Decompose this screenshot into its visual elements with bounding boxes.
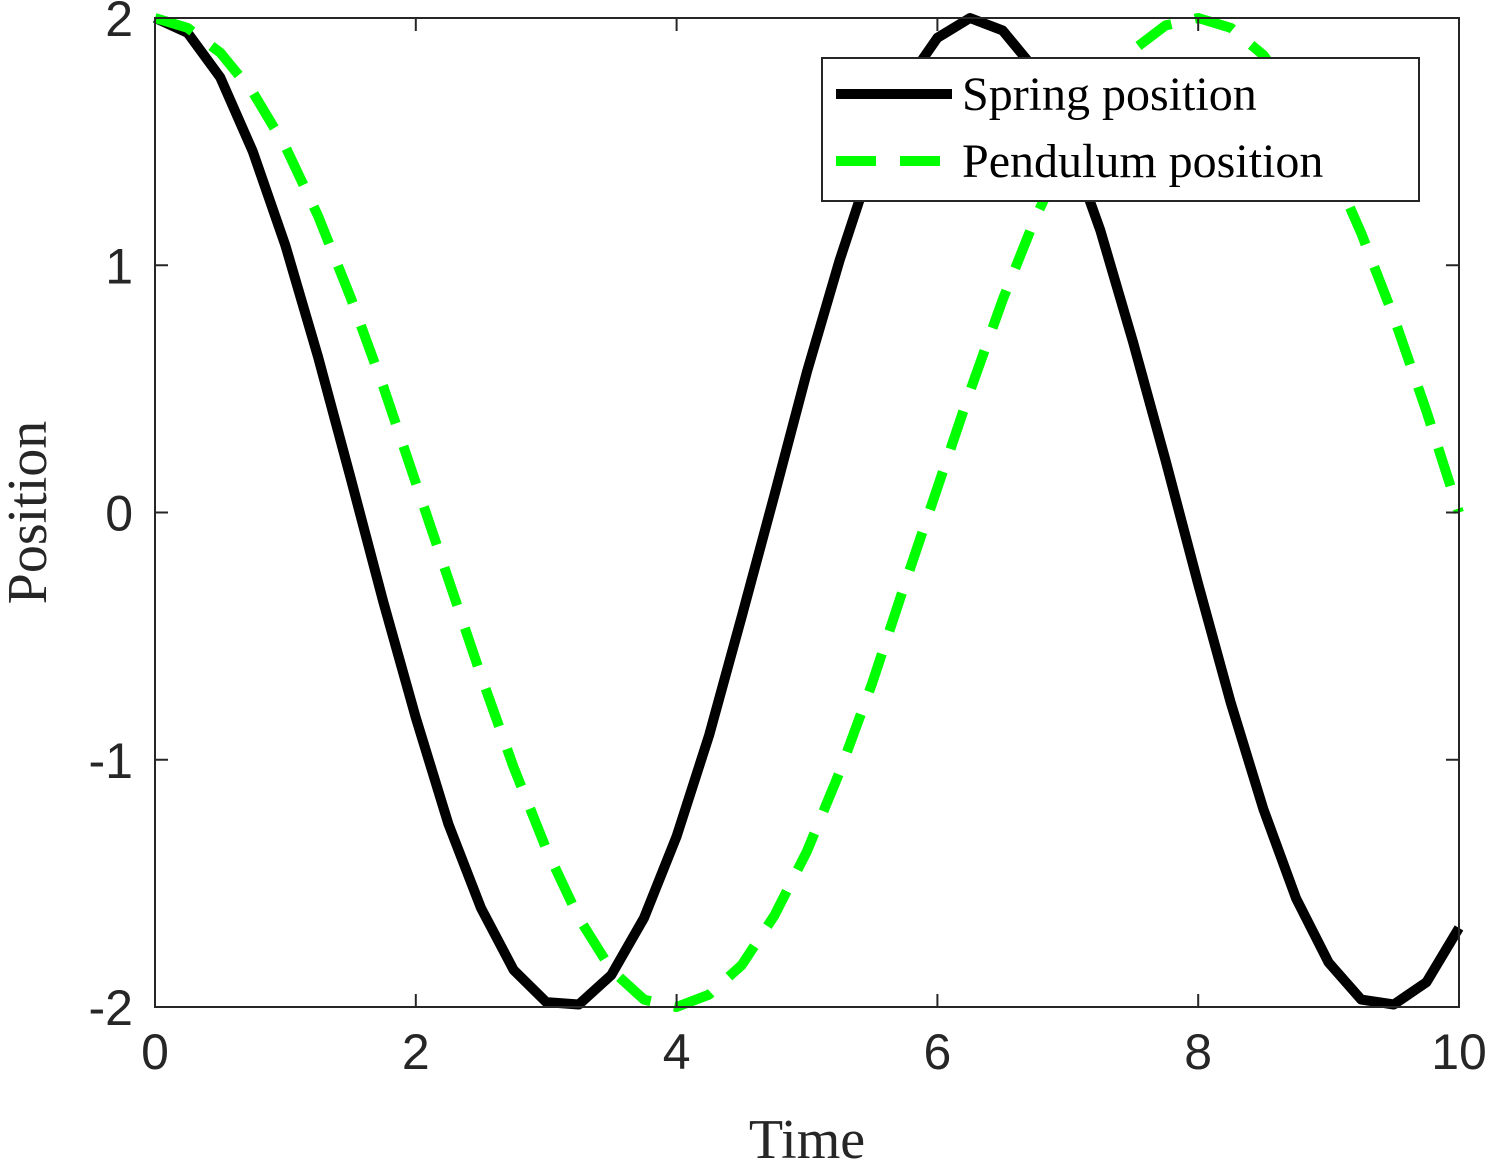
x-tick-label: 6 <box>923 1024 951 1080</box>
legend-box <box>821 57 1420 202</box>
axes-layer: 0 2 4 6 8 10 -2 -1 0 1 2 <box>89 0 1487 1080</box>
x-tick-label: 2 <box>402 1024 430 1080</box>
y-axis-title: Position <box>0 421 59 605</box>
y-tick-label: 1 <box>105 238 133 294</box>
legend: Spring position Pendulum position <box>821 57 1420 202</box>
y-tick-label: 0 <box>105 486 133 542</box>
x-tick-label: 10 <box>1431 1024 1487 1080</box>
y-tick-label: -1 <box>89 733 133 789</box>
legend-label-pendulum: Pendulum position <box>962 135 1323 188</box>
series-layer <box>152 13 1464 1012</box>
x-tick-label: 0 <box>141 1024 169 1080</box>
x-axis-title: Time <box>749 1109 865 1163</box>
series-line-pendulum <box>153 13 1464 1012</box>
y-tick-label: 2 <box>105 0 133 47</box>
x-tick-label: 4 <box>663 1024 691 1080</box>
y-tick-label: -2 <box>89 980 133 1036</box>
x-tick-label: 8 <box>1184 1024 1212 1080</box>
series-line-spring <box>152 13 1464 1010</box>
legend-label-spring: Spring position <box>962 68 1257 121</box>
